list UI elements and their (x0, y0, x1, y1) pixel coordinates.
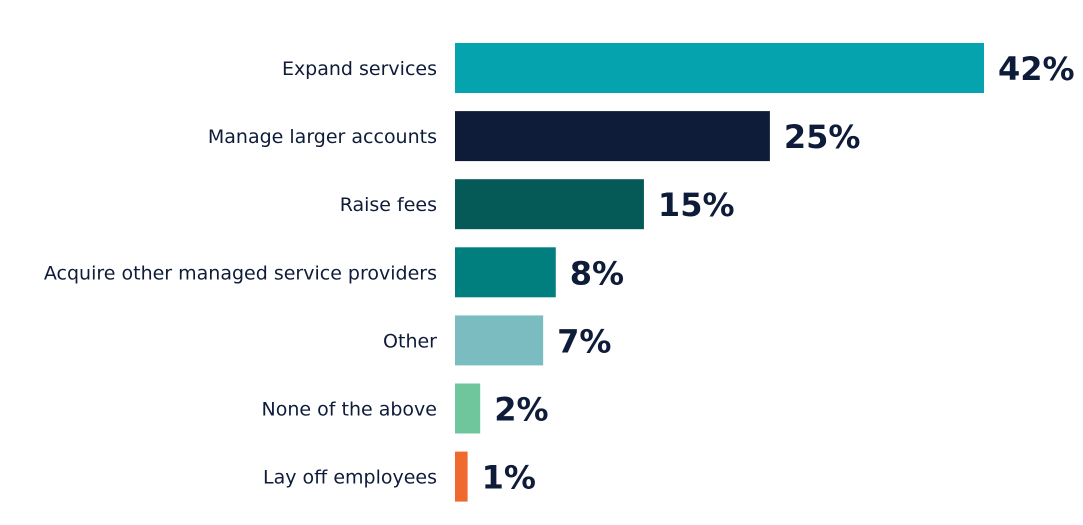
category-label: Expand services (282, 58, 437, 80)
category-label: Lay off employees (263, 467, 437, 489)
bar-group: Expand services 42% (282, 43, 1075, 93)
bar (455, 43, 984, 93)
value-label: 2% (494, 391, 548, 429)
bar (455, 179, 644, 230)
value-label: 1% (482, 459, 536, 497)
bar-group: Raise fees 15% (340, 179, 735, 230)
bar (455, 247, 556, 298)
category-label: Manage larger accounts (208, 126, 437, 148)
bar-group: Other 7% (383, 315, 611, 366)
value-label: 15% (658, 186, 735, 224)
category-label: Raise fees (340, 194, 437, 216)
bar (455, 111, 770, 162)
bar (455, 451, 468, 502)
bar-group: Acquire other managed service providers 8… (44, 247, 624, 298)
bar (455, 315, 544, 366)
bar-group: None of the above 2% (262, 383, 549, 434)
category-label: None of the above (262, 399, 437, 421)
bar-group: Manage larger accounts 25% (208, 111, 861, 162)
category-label: Acquire other managed service providers (44, 262, 437, 284)
value-label: 42% (998, 50, 1075, 88)
value-label: 7% (557, 322, 611, 360)
value-label: 25% (784, 118, 861, 156)
category-label: Other (383, 330, 437, 352)
bar-group: Lay off employees 1% (263, 451, 536, 502)
value-label: 8% (570, 254, 624, 292)
bar (455, 383, 481, 434)
